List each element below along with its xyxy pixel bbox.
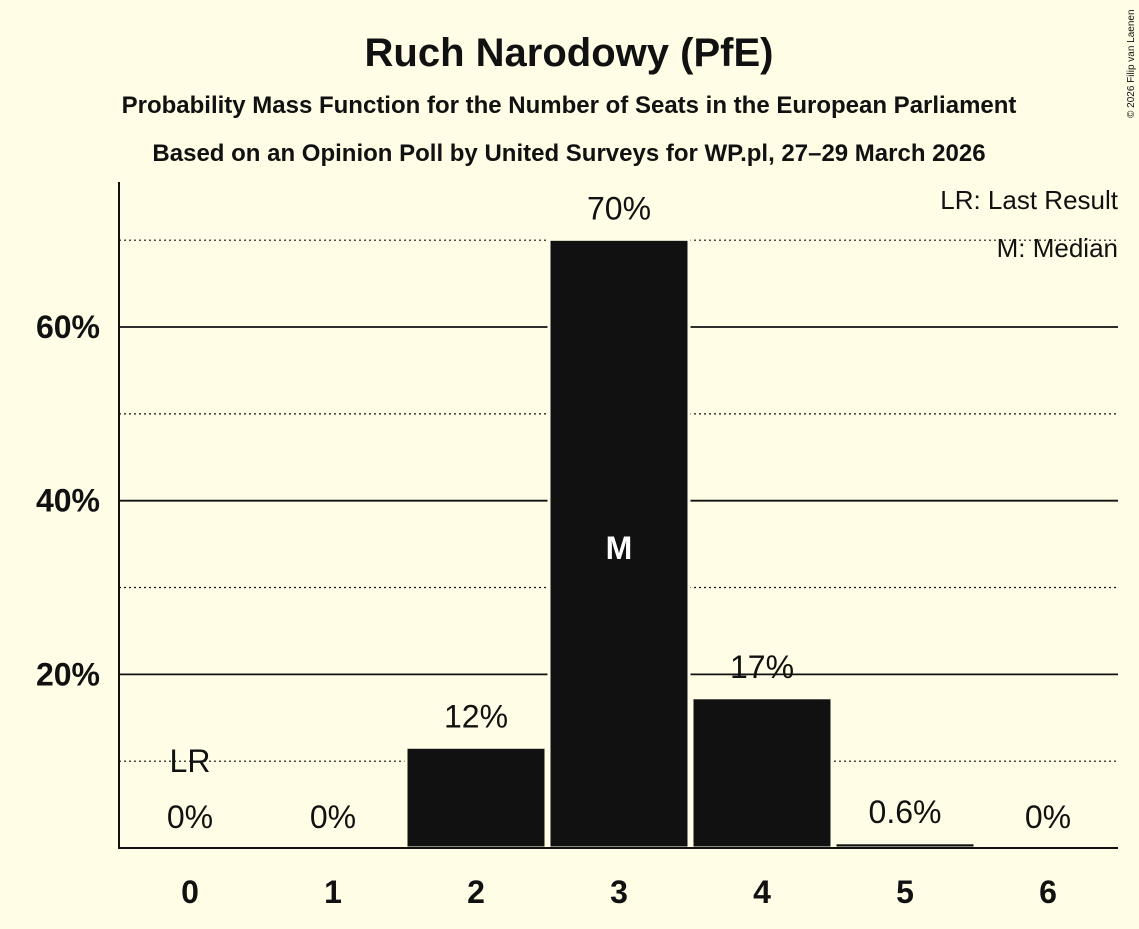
x-tick-label: 2 xyxy=(467,874,485,910)
data-label: 0% xyxy=(310,799,356,835)
y-tick-label: 60% xyxy=(36,309,100,345)
legend-median: M: Median xyxy=(997,233,1118,263)
y-tick-label: 20% xyxy=(36,656,100,692)
data-label: 0.6% xyxy=(869,794,942,830)
x-tick-label: 0 xyxy=(181,874,199,910)
y-tick-label: 40% xyxy=(36,483,100,519)
data-label: 0% xyxy=(1025,799,1071,835)
x-tick-label: 3 xyxy=(610,874,628,910)
data-label: 12% xyxy=(444,698,508,734)
data-label: 0% xyxy=(167,799,213,835)
data-label: 17% xyxy=(730,649,794,685)
labels: 20%40%60%00%10%212%370%417%50.6%60%LRM xyxy=(36,190,1071,910)
chart-title: Ruch Narodowy (PfE) xyxy=(365,31,774,75)
chart-subtitle-2: Based on an Opinion Poll by United Surve… xyxy=(152,140,985,167)
data-label: 70% xyxy=(587,190,651,226)
chart-subtitle: Probability Mass Function for the Number… xyxy=(122,92,1017,119)
legend-last-result: LR: Last Result xyxy=(940,185,1119,215)
median-marker: M xyxy=(606,530,633,566)
bar-3 xyxy=(547,237,691,850)
copyright: © 2026 Filip van Laenen xyxy=(1126,9,1137,118)
bars xyxy=(404,237,977,850)
x-tick-label: 6 xyxy=(1039,874,1057,910)
x-tick-label: 4 xyxy=(753,874,771,910)
x-tick-label: 1 xyxy=(324,874,342,910)
last-result-marker: LR xyxy=(170,743,211,779)
x-tick-label: 5 xyxy=(896,874,914,910)
bar-2 xyxy=(404,745,548,850)
bar-4 xyxy=(690,696,834,850)
